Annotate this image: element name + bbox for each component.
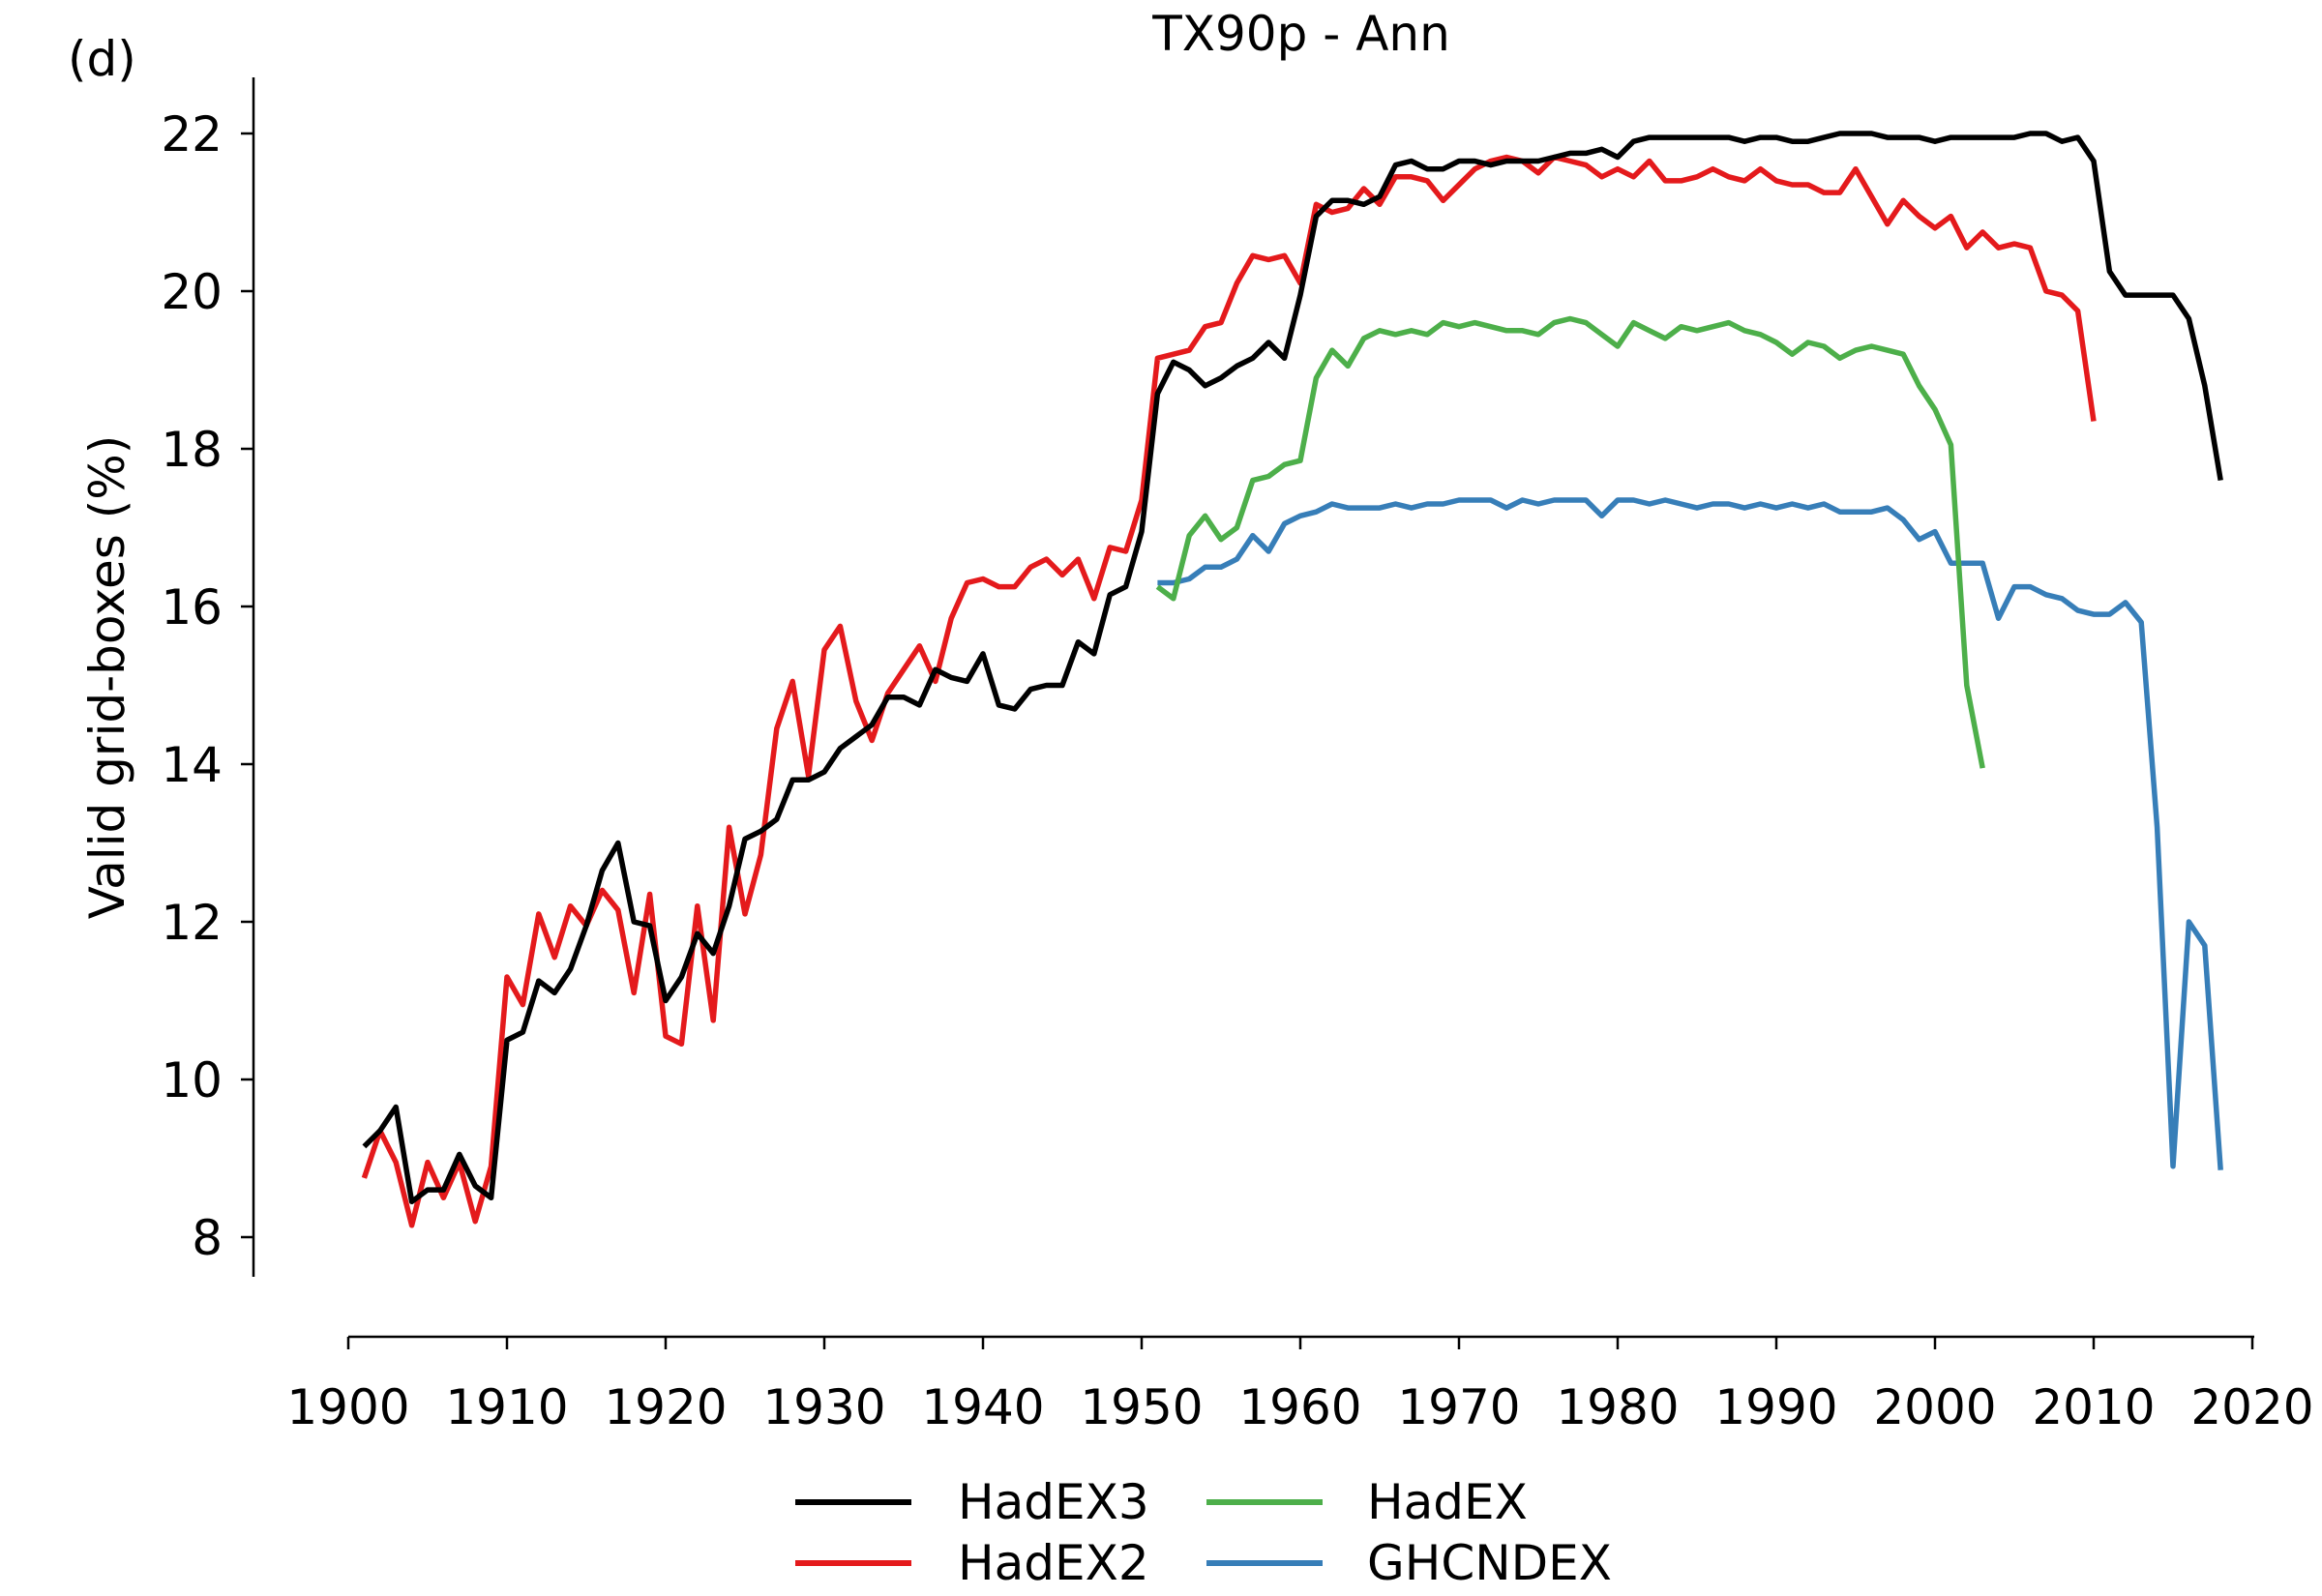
series-line-hadex3 [362,131,2223,1205]
series-line-ghcndex [1157,497,2223,1170]
chart-title: TX90p - Ann [1151,6,1450,62]
y-tick-label-8: 8 [192,1210,223,1266]
y-tick-label-10: 10 [161,1052,223,1108]
x-tick-label-1920: 1920 [604,1379,727,1435]
legend-item-ghcndex: GHCNDEX [1206,1535,1612,1591]
legend-label-hadex2: HadEX2 [958,1535,1149,1591]
y-axis: 8 10 12 14 16 18 20 22 [161,77,255,1277]
legend-item-hadex: HadEX [1206,1474,1528,1530]
y-tick-label-18: 18 [161,422,223,478]
x-tick-label-1930: 1930 [762,1379,885,1435]
x-tick-label-1970: 1970 [1397,1379,1520,1435]
x-ticks: 1900 1910 1920 1930 1940 1950 1960 1970 1980 1990… [286,1337,2314,1435]
series-line-hadex2 [361,154,2097,1228]
legend: HadEX3 HadEX2 HadEX GHCNDEX [795,1474,1612,1591]
legend-label-hadex: HadEX [1367,1474,1528,1530]
x-tick-label-1990: 1990 [1714,1379,1837,1435]
x-tick-label-1940: 1940 [921,1379,1044,1435]
plot-area [361,131,2223,1228]
x-tick-label-2010: 2010 [2032,1379,2155,1435]
x-tick-label-1900: 1900 [286,1379,409,1435]
y-ticks: 8 10 12 14 16 18 20 22 [161,106,253,1266]
legend-label-ghcndex: GHCNDEX [1367,1535,1612,1591]
legend-item-hadex3: HadEX3 [795,1474,1149,1530]
y-tick-label-20: 20 [161,264,223,320]
panel-label: (d) [68,31,136,87]
y-tick-label-12: 12 [161,895,223,951]
series-line-hadex [1155,315,1985,769]
x-tick-label-1980: 1980 [1556,1379,1679,1435]
x-tick-label-2020: 2020 [2190,1379,2313,1435]
y-axis-label: Valid grid-boxes (%) [79,435,135,919]
y-tick-label-16: 16 [161,579,223,635]
legend-label-hadex3: HadEX3 [958,1474,1149,1530]
x-tick-label-1960: 1960 [1238,1379,1361,1435]
legend-item-hadex2: HadEX2 [795,1535,1149,1591]
x-tick-label-1910: 1910 [445,1379,568,1435]
x-tick-label-2000: 2000 [1873,1379,1996,1435]
y-tick-label-14: 14 [161,737,223,793]
y-tick-label-22: 22 [161,106,223,163]
x-axis: 1900 1910 1920 1930 1940 1950 1960 1970 1980 1990… [286,1335,2314,1435]
x-tick-label-1950: 1950 [1080,1379,1203,1435]
